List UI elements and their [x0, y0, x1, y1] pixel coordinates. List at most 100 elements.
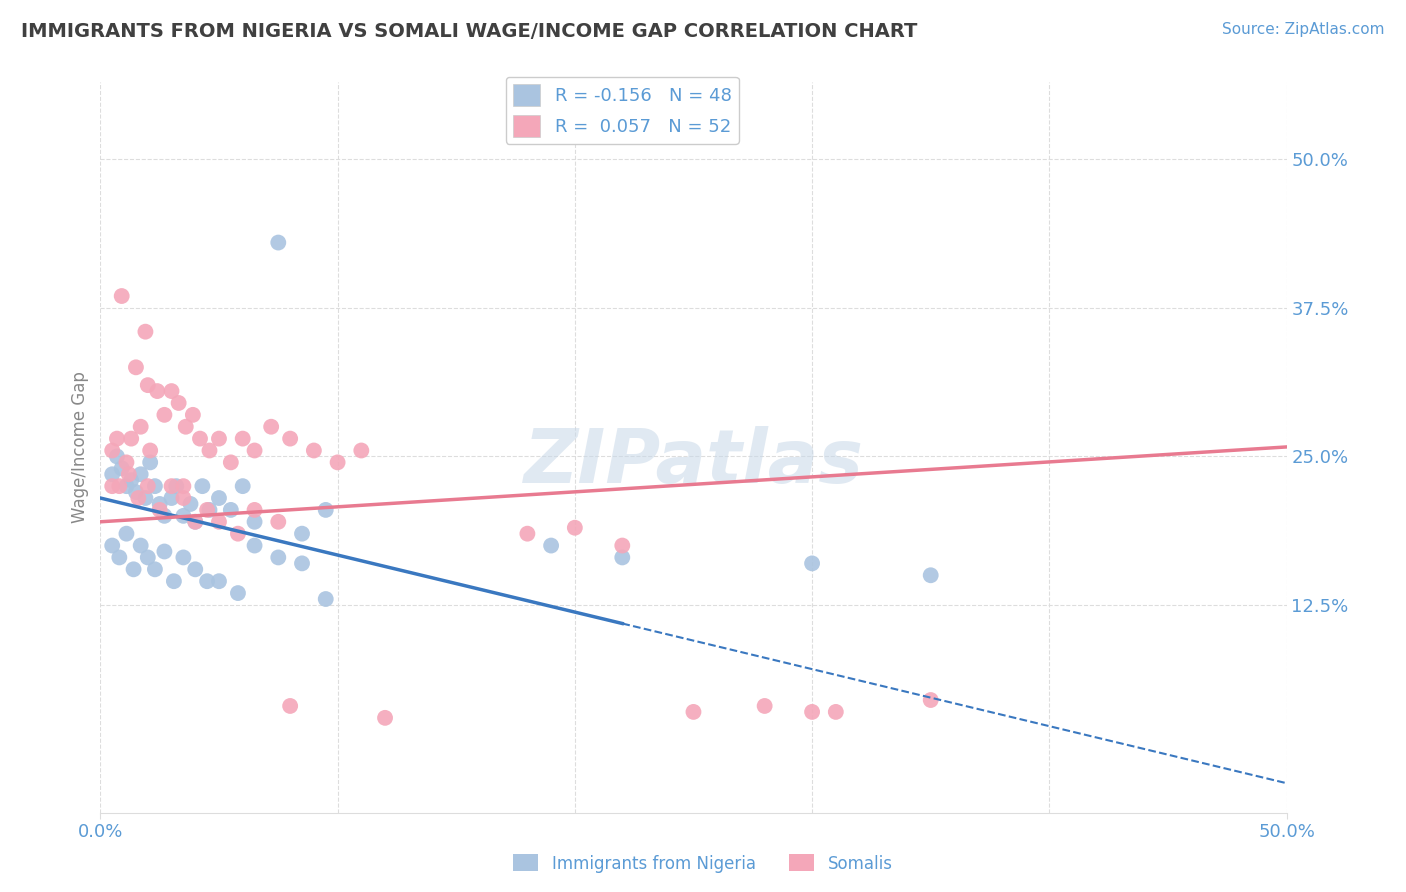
Point	[188, 432, 211, 446]
Point	[136, 479, 159, 493]
Point	[198, 503, 221, 517]
Legend: Immigrants from Nigeria, Somalis: Immigrants from Nigeria, Somalis	[506, 847, 900, 880]
Point	[129, 419, 152, 434]
Point	[111, 289, 134, 303]
Y-axis label: Wage/Income Gap: Wage/Income Gap	[72, 372, 89, 524]
Text: Source: ZipAtlas.com: Source: ZipAtlas.com	[1222, 22, 1385, 37]
Point	[120, 473, 142, 487]
Point	[139, 443, 162, 458]
Point	[920, 693, 942, 707]
Point	[115, 479, 138, 493]
Point	[108, 479, 131, 493]
Point	[208, 574, 231, 589]
Point	[146, 384, 169, 398]
Point	[291, 557, 314, 571]
Point	[315, 503, 337, 517]
Point	[101, 539, 124, 553]
Point	[302, 443, 325, 458]
Point	[122, 562, 145, 576]
Point	[184, 562, 207, 576]
Point	[374, 711, 396, 725]
Point	[267, 235, 290, 250]
Point	[115, 455, 138, 469]
Point	[172, 491, 194, 505]
Point	[118, 467, 141, 482]
Point	[260, 419, 283, 434]
Point	[127, 491, 149, 505]
Point	[198, 443, 221, 458]
Point	[232, 432, 254, 446]
Point	[134, 491, 156, 505]
Point	[516, 526, 538, 541]
Point	[153, 408, 176, 422]
Point	[129, 467, 152, 482]
Point	[111, 461, 134, 475]
Point	[136, 550, 159, 565]
Point	[612, 539, 634, 553]
Point	[195, 503, 218, 517]
Point	[682, 705, 704, 719]
Point	[139, 455, 162, 469]
Text: IMMIGRANTS FROM NIGERIA VS SOMALI WAGE/INCOME GAP CORRELATION CHART: IMMIGRANTS FROM NIGERIA VS SOMALI WAGE/I…	[21, 22, 918, 41]
Point	[243, 515, 266, 529]
Point	[208, 491, 231, 505]
Point	[101, 467, 124, 482]
Point	[801, 705, 824, 719]
Point	[181, 408, 204, 422]
Point	[125, 360, 148, 375]
Text: ZIPatlas: ZIPatlas	[523, 425, 863, 499]
Point	[208, 432, 231, 446]
Point	[101, 479, 124, 493]
Point	[226, 586, 249, 600]
Point	[184, 515, 207, 529]
Point	[143, 479, 166, 493]
Point	[149, 503, 172, 517]
Point	[754, 698, 776, 713]
Point	[160, 479, 183, 493]
Point	[149, 497, 172, 511]
Point	[219, 503, 242, 517]
Point	[315, 592, 337, 607]
Point	[179, 497, 201, 511]
Point	[143, 562, 166, 576]
Point	[326, 455, 349, 469]
Point	[153, 508, 176, 523]
Point	[243, 503, 266, 517]
Point	[115, 526, 138, 541]
Point	[195, 574, 218, 589]
Point	[101, 443, 124, 458]
Point	[243, 539, 266, 553]
Point	[134, 325, 156, 339]
Point	[174, 419, 197, 434]
Point	[219, 455, 242, 469]
Point	[163, 574, 186, 589]
Point	[191, 479, 214, 493]
Point	[278, 432, 301, 446]
Legend: R = -0.156   N = 48, R =  0.057   N = 52: R = -0.156 N = 48, R = 0.057 N = 52	[506, 77, 738, 145]
Point	[540, 539, 562, 553]
Point	[105, 450, 128, 464]
Point	[136, 378, 159, 392]
Point	[120, 432, 142, 446]
Point	[267, 550, 290, 565]
Point	[129, 539, 152, 553]
Point	[208, 515, 231, 529]
Point	[243, 443, 266, 458]
Point	[165, 479, 187, 493]
Point	[172, 479, 194, 493]
Point	[153, 544, 176, 558]
Point	[267, 515, 290, 529]
Point	[350, 443, 373, 458]
Point	[232, 479, 254, 493]
Point	[920, 568, 942, 582]
Point	[172, 508, 194, 523]
Point	[108, 550, 131, 565]
Point	[564, 521, 586, 535]
Point	[160, 491, 183, 505]
Point	[184, 515, 207, 529]
Point	[172, 550, 194, 565]
Point	[167, 396, 190, 410]
Point	[125, 485, 148, 500]
Point	[226, 526, 249, 541]
Point	[291, 526, 314, 541]
